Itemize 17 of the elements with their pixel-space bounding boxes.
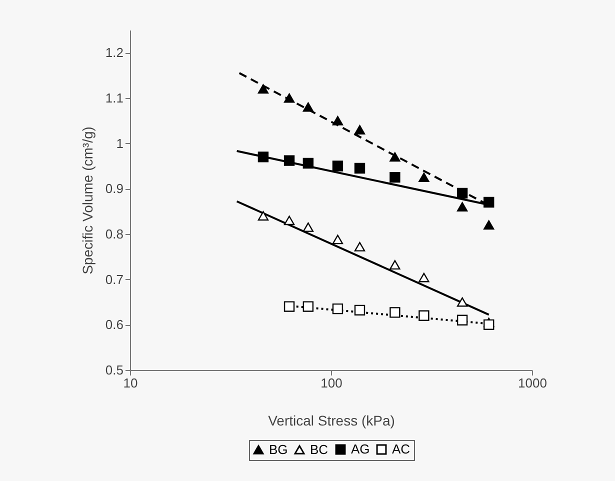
- legend-label: BG: [269, 442, 288, 457]
- y-tick-label: 0.8: [105, 226, 124, 242]
- y-tick-label: 0.6: [105, 317, 124, 332]
- y-tick-label: 1: [116, 136, 124, 151]
- x-axis-title: Vertical Stress (kPa): [268, 412, 395, 428]
- y-tick-label: 0.7: [105, 272, 124, 287]
- y-tick-label: 1.2: [105, 45, 124, 60]
- y-tick-label: 0.9: [105, 181, 124, 196]
- x-tick-label: 10: [123, 376, 138, 390]
- y-tick-label: 1.1: [105, 90, 124, 106]
- legend-label: AC: [392, 442, 410, 457]
- legend-label: AG: [351, 442, 370, 457]
- x-tick-label: 1000: [518, 376, 547, 390]
- x-tick-label: 100: [320, 376, 342, 390]
- legend-label: BC: [310, 442, 328, 457]
- y-axis-title: Specific Volume (cm³/g): [79, 126, 96, 274]
- y-tick-label: 0.5: [105, 362, 124, 378]
